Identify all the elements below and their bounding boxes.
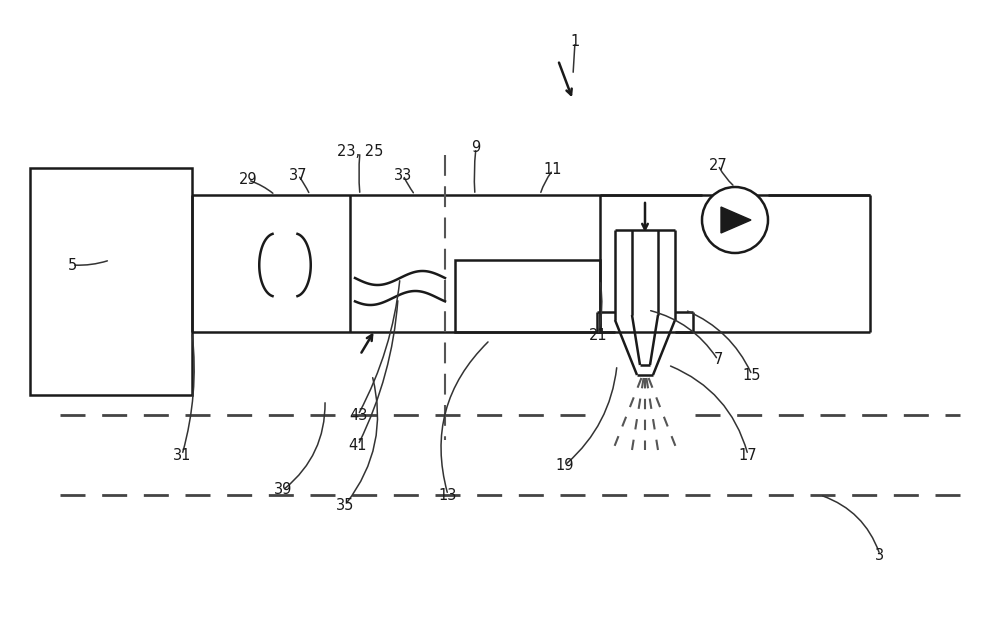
Text: 31: 31 <box>173 448 191 463</box>
Text: 35: 35 <box>336 498 355 513</box>
Text: 7: 7 <box>713 352 722 367</box>
Text: 41: 41 <box>349 438 368 453</box>
Text: 37: 37 <box>289 168 308 183</box>
Text: 9: 9 <box>472 140 481 155</box>
Text: 23, 25: 23, 25 <box>337 145 384 160</box>
Circle shape <box>702 187 768 253</box>
Text: 3: 3 <box>875 548 884 563</box>
Text: 11: 11 <box>543 163 562 178</box>
Bar <box>455 260 600 332</box>
Text: 15: 15 <box>742 367 761 382</box>
Text: 19: 19 <box>555 458 574 473</box>
Text: 5: 5 <box>67 257 77 272</box>
Text: 21: 21 <box>588 327 607 342</box>
Bar <box>30 168 192 395</box>
Text: 43: 43 <box>349 408 368 423</box>
Text: 17: 17 <box>738 448 757 463</box>
Text: 13: 13 <box>439 488 458 503</box>
Text: 39: 39 <box>274 483 292 498</box>
Text: 29: 29 <box>239 173 258 188</box>
Text: 33: 33 <box>394 168 413 183</box>
Polygon shape <box>721 207 751 233</box>
Text: 1: 1 <box>570 34 579 49</box>
Text: 27: 27 <box>708 158 727 173</box>
